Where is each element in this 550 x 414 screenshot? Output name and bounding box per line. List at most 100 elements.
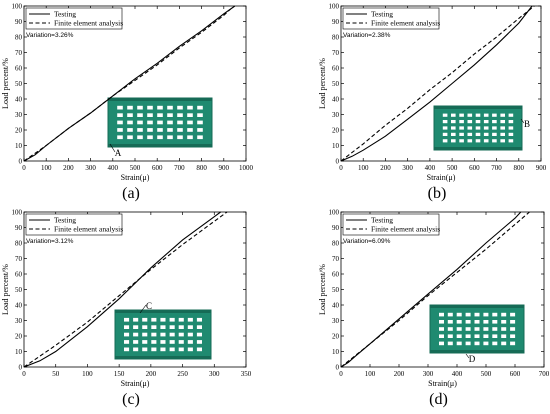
sample-hole — [177, 128, 183, 132]
sample-hole — [508, 132, 514, 136]
y-tick-label: 60 — [15, 271, 23, 279]
y-axis-label: Load percent/% — [1, 58, 10, 109]
sample-hole — [167, 135, 173, 140]
y-tick-label: 10 — [332, 142, 340, 150]
sample-hole — [127, 105, 133, 110]
sample-top-rim — [108, 98, 212, 101]
x-tick-label: 800 — [514, 164, 525, 172]
sample-hole — [456, 320, 462, 324]
sample-hole — [124, 317, 130, 322]
sample-hole — [160, 317, 166, 322]
sample-hole — [451, 132, 456, 136]
panel-label: (d) — [429, 391, 448, 408]
sample-hole — [124, 340, 130, 344]
sample-hole — [475, 113, 481, 117]
sample-hole — [117, 113, 123, 117]
y-tick-label: 40 — [332, 302, 340, 310]
sample-hole — [197, 120, 203, 125]
sample-hole — [451, 126, 456, 130]
x-tick-label: 1000 — [239, 164, 254, 172]
y-tick-label: 20 — [15, 333, 23, 341]
sample-hole — [492, 139, 497, 143]
sample-hole — [465, 320, 471, 324]
sample-hole — [167, 113, 173, 117]
y-tick-label: 0 — [336, 364, 340, 372]
sample-hole — [196, 340, 202, 344]
sample-hole — [147, 128, 153, 132]
sample-hole — [501, 334, 507, 338]
sample-hole — [187, 340, 193, 344]
sample-hole — [508, 139, 514, 143]
sample-hole — [492, 320, 498, 324]
sample-hole — [467, 120, 473, 124]
x-tick-label: 200 — [146, 370, 157, 378]
sample-hole — [187, 105, 193, 110]
sample-hole — [187, 120, 193, 125]
sample-hole — [508, 120, 514, 124]
x-tick-label: 0 — [339, 164, 343, 172]
sample-hole — [127, 135, 133, 140]
sample-hole — [167, 120, 173, 125]
chart-panel-a: 0 100 200 300 400 500 600 700 800 900 1000 0 10 20 30 4… — [1, 3, 254, 203]
sample-hole — [147, 135, 153, 140]
y-tick-label: 70 — [15, 49, 23, 57]
y-tick-label: 40 — [332, 96, 340, 104]
marker-label: D — [469, 354, 476, 364]
sample-hole — [157, 113, 163, 117]
x-tick-label: 200 — [380, 164, 391, 172]
sample-hole — [483, 341, 489, 346]
sample-hole — [160, 325, 166, 329]
y-tick-label: 20 — [332, 333, 340, 341]
sample-hole — [196, 332, 202, 337]
sample-hole — [178, 325, 184, 329]
chart-panel-d: 0 100 200 300 400 500 600 700 0 10 20 30 40 50 60 70 80 9… — [318, 209, 550, 409]
y-tick-label: 80 — [332, 34, 340, 42]
x-tick-label: 100 — [365, 370, 376, 378]
sample-hole — [510, 320, 516, 324]
panel-label: (c) — [122, 391, 140, 408]
y-axis-label: Load percent/% — [1, 264, 10, 315]
sample-hole — [500, 126, 505, 130]
sample-hole — [197, 105, 203, 110]
marker-leader — [465, 353, 470, 359]
x-axis-label: Strain(μ) — [428, 379, 457, 388]
x-tick-label: 600 — [510, 370, 521, 378]
y-tick-label: 100 — [12, 3, 23, 11]
y-tick-label: 20 — [15, 127, 23, 135]
panel-label: (a) — [122, 185, 140, 202]
sample-hole — [137, 113, 143, 117]
chart-panel-b: 0 100 200 300 400 500 600 700 800 900 0 10 20 30 40 50 6… — [318, 3, 547, 203]
x-tick-label: 500 — [130, 164, 141, 172]
sample-hole — [169, 332, 175, 337]
y-tick-label: 40 — [15, 96, 23, 104]
sample-hole — [492, 327, 498, 331]
sample-hole — [196, 325, 202, 329]
y-tick-label: 70 — [332, 255, 340, 263]
x-tick-label: 300 — [423, 370, 434, 378]
series-line-testing — [23, 5, 236, 162]
sample-hole — [510, 341, 516, 346]
sample-hole — [456, 327, 462, 331]
sample-hole — [124, 332, 130, 337]
sample-hole — [501, 312, 507, 317]
x-tick-label: 600 — [469, 164, 480, 172]
sample-hole — [456, 312, 462, 317]
y-tick-label: 90 — [332, 224, 340, 232]
sample-hole — [447, 320, 453, 324]
x-tick-label: 300 — [85, 164, 96, 172]
sample-hole — [160, 332, 166, 337]
sample-hole — [451, 113, 456, 117]
x-axis-label: Strain(μ) — [121, 379, 150, 388]
sample-hole — [169, 317, 175, 322]
sample-hole — [492, 312, 498, 317]
sample-top-rim — [115, 310, 211, 313]
legend-box — [342, 213, 440, 236]
y-tick-label: 10 — [15, 142, 23, 150]
sample-hole — [501, 341, 507, 346]
sample-hole — [474, 334, 480, 338]
sample-hole — [147, 105, 153, 110]
legend-box — [25, 7, 123, 30]
x-tick-label: 600 — [152, 164, 163, 172]
sample-hole — [133, 347, 139, 352]
x-tick-label: 200 — [394, 370, 405, 378]
